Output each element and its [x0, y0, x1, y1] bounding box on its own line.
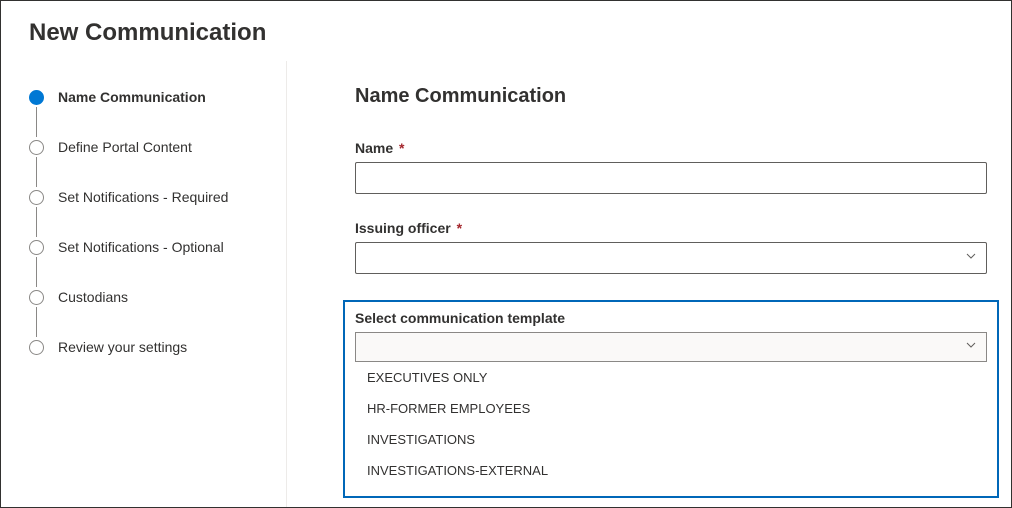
- step-circle-icon: [29, 190, 44, 205]
- wizard-step[interactable]: Set Notifications - Required: [29, 185, 286, 209]
- wizard-layout: Name Communication Define Portal Content S…: [1, 61, 1011, 507]
- template-highlight: Select communication template EXECUTIVES…: [343, 300, 999, 498]
- issuing-officer-field: Issuing officer *: [355, 220, 987, 274]
- step-circle-icon: [29, 290, 44, 305]
- section-title: Name Communication: [355, 85, 987, 108]
- wizard-step[interactable]: Set Notifications - Optional: [29, 235, 286, 259]
- issuing-officer-label-text: Issuing officer: [355, 220, 451, 236]
- step-label: Name Communication: [58, 89, 206, 105]
- step-connector: [36, 107, 37, 137]
- template-option[interactable]: HR-FORMER EMPLOYEES: [355, 393, 987, 424]
- issuing-officer-select[interactable]: [355, 242, 987, 274]
- step-connector: [36, 207, 37, 237]
- step-connector: [36, 257, 37, 287]
- step-label: Custodians: [58, 289, 128, 305]
- step-label: Set Notifications - Optional: [58, 239, 224, 255]
- required-mark: *: [457, 220, 462, 236]
- template-select[interactable]: [355, 332, 987, 362]
- step-circle-icon: [29, 140, 44, 155]
- template-option[interactable]: EXECUTIVES ONLY: [355, 362, 987, 393]
- form-panel: Name Communication Name * Issuing office…: [287, 61, 1011, 507]
- steps-list: Name Communication Define Portal Content S…: [29, 85, 286, 359]
- step-label: Define Portal Content: [58, 139, 192, 155]
- step-label: Review your settings: [58, 339, 187, 355]
- wizard-step[interactable]: Define Portal Content: [29, 135, 286, 159]
- steps-sidebar: Name Communication Define Portal Content S…: [1, 61, 287, 507]
- step-circle-icon: [29, 240, 44, 255]
- wizard-step[interactable]: Review your settings: [29, 335, 286, 359]
- step-circle-icon: [29, 90, 44, 105]
- template-dropdown: EXECUTIVES ONLYHR-FORMER EMPLOYEESINVEST…: [355, 362, 987, 486]
- issuing-officer-label: Issuing officer *: [355, 220, 987, 236]
- name-label: Name *: [355, 140, 987, 156]
- step-circle-icon: [29, 340, 44, 355]
- wizard-step[interactable]: Custodians: [29, 285, 286, 309]
- template-option[interactable]: INVESTIGATIONS-EXTERNAL: [355, 455, 987, 486]
- template-option[interactable]: INVESTIGATIONS: [355, 424, 987, 455]
- name-label-text: Name: [355, 140, 393, 156]
- required-mark: *: [399, 140, 404, 156]
- name-field: Name *: [355, 140, 987, 194]
- wizard-step[interactable]: Name Communication: [29, 85, 286, 109]
- template-label: Select communication template: [355, 310, 987, 326]
- page-title: New Communication: [1, 1, 1011, 61]
- name-input[interactable]: [355, 162, 987, 194]
- step-connector: [36, 157, 37, 187]
- step-label: Set Notifications - Required: [58, 189, 228, 205]
- step-connector: [36, 307, 37, 337]
